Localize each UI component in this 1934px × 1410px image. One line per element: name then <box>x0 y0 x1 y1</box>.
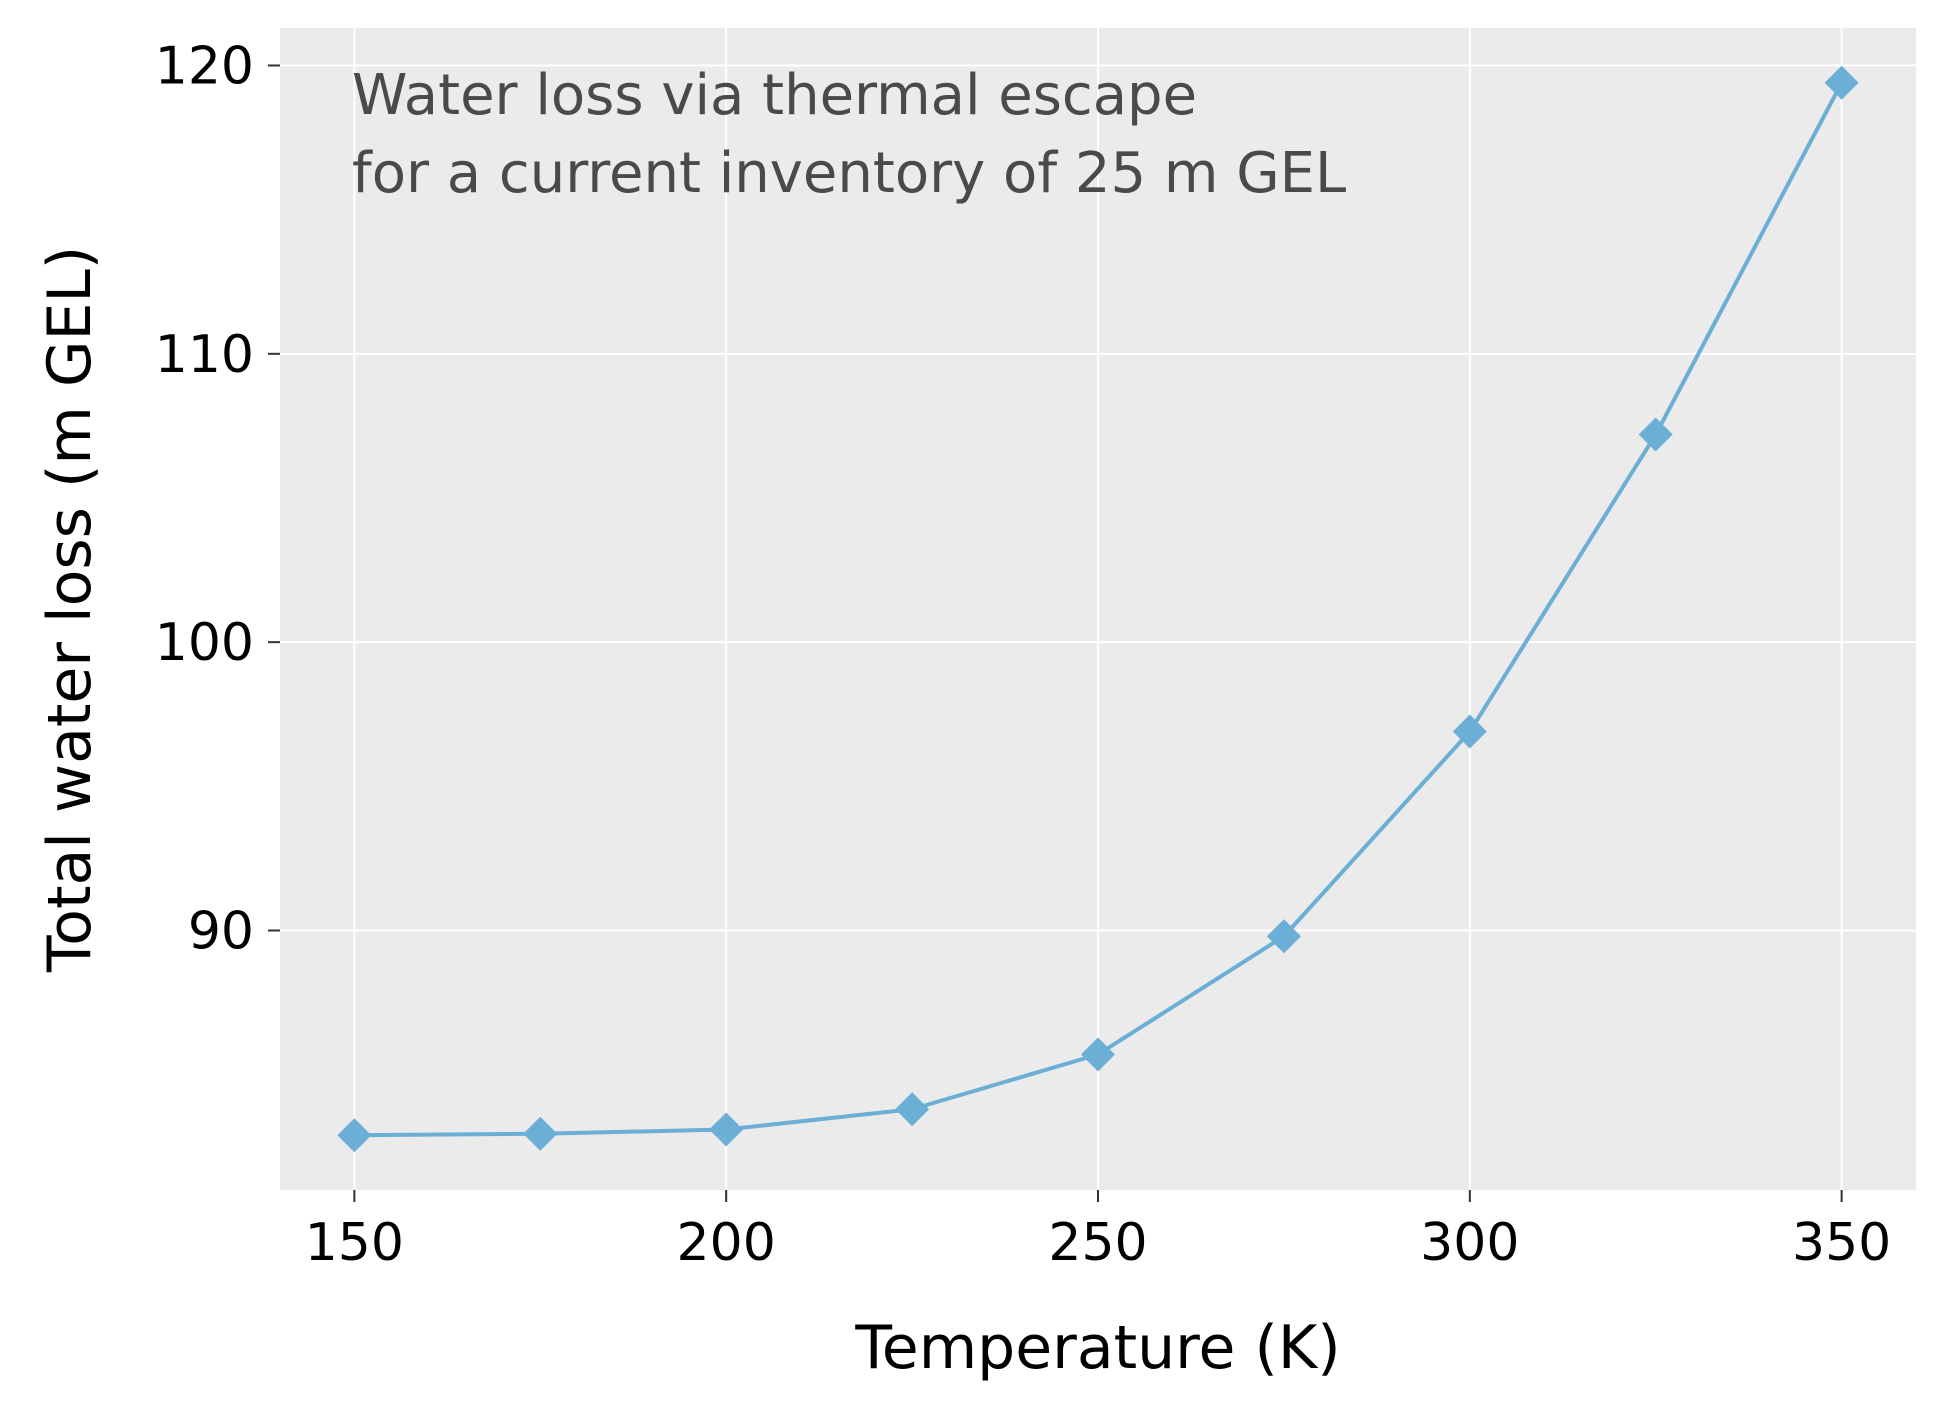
grid-lines <box>280 28 1916 1190</box>
data-point-marker <box>337 1118 372 1153</box>
chart-annotation: Water loss via thermal escape for a curr… <box>352 63 1346 206</box>
x-tick-label: 150 <box>305 1213 404 1273</box>
data-point-marker <box>1452 714 1487 749</box>
x-tick-label: 250 <box>1048 1213 1147 1273</box>
y-tick-label: 110 <box>155 325 254 385</box>
data-series <box>337 65 1859 1153</box>
data-point-marker <box>709 1112 744 1147</box>
y-axis-label: Total water loss (m GEL) <box>35 246 105 973</box>
data-point-marker <box>1824 65 1859 100</box>
data-point-marker <box>895 1092 930 1127</box>
axes: 150 200 250 300 350 90 100 110 120 <box>155 36 1892 1273</box>
y-tick-label: 120 <box>155 36 254 96</box>
x-tick-label: 300 <box>1420 1213 1519 1273</box>
annotation-line-1: Water loss via thermal escape <box>352 63 1197 128</box>
x-tick-label: 350 <box>1792 1213 1891 1273</box>
data-point-marker <box>1081 1037 1115 1072</box>
annotation-line-2: for a current inventory of 25 m GEL <box>352 141 1346 206</box>
x-tick-label: 200 <box>677 1213 776 1273</box>
data-point-marker <box>1638 417 1673 452</box>
y-tick-label: 90 <box>188 901 254 961</box>
y-tick-label: 100 <box>155 613 254 673</box>
data-point-marker <box>523 1116 558 1151</box>
data-point-marker <box>1266 919 1301 954</box>
x-axis-label: Temperature (K) <box>854 1313 1340 1383</box>
